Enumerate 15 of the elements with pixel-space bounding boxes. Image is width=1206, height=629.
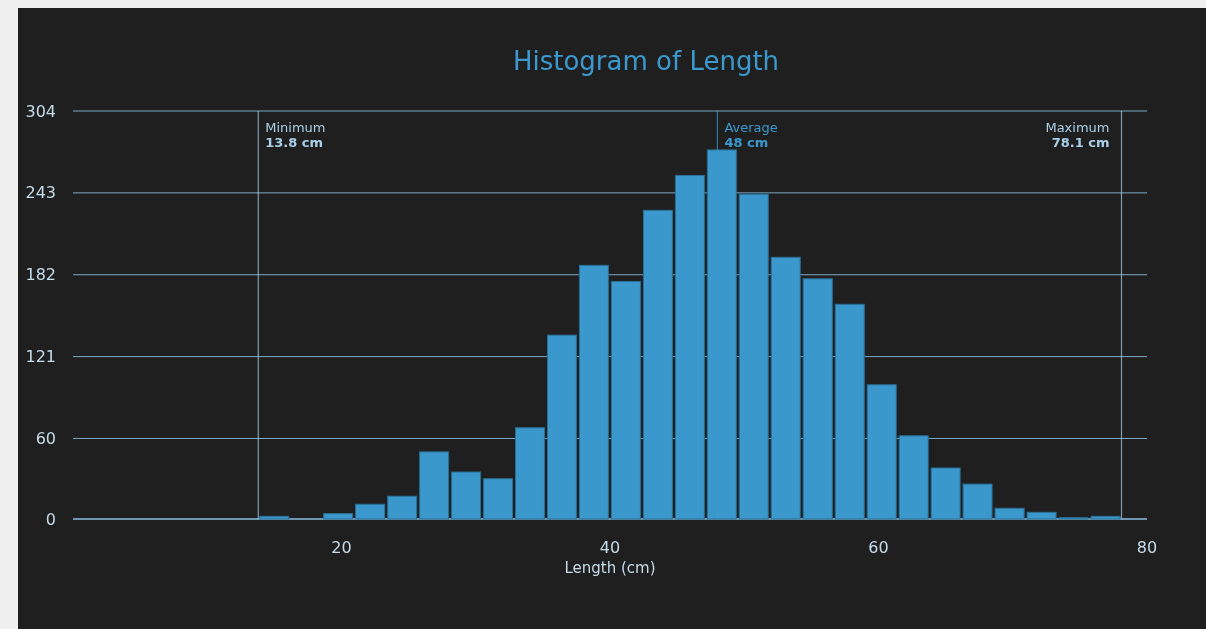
y-tick-label: 304 xyxy=(25,101,56,121)
x-tick-label: 40 xyxy=(599,538,621,557)
y-tick-label: 60 xyxy=(35,429,56,449)
y-tick-label: 121 xyxy=(25,347,56,367)
y-tick-label: 182 xyxy=(25,265,56,285)
x-tick-label: 60 xyxy=(868,538,889,557)
ref-line-label: Minimum 13.8 cm xyxy=(265,120,326,150)
x-axis-title: Length (cm) xyxy=(564,559,656,577)
x-tick-label: 80 xyxy=(1136,538,1158,557)
chart-title: Histogram of Length xyxy=(512,46,780,76)
y-tick-label: 0 xyxy=(45,509,56,529)
ref-line-label: Average 48 cm xyxy=(724,120,778,150)
x-tick-label: 20 xyxy=(331,538,352,557)
y-tick-label: 243 xyxy=(25,183,56,203)
ref-line-label: Maximum 78.1 cm xyxy=(1045,120,1110,150)
